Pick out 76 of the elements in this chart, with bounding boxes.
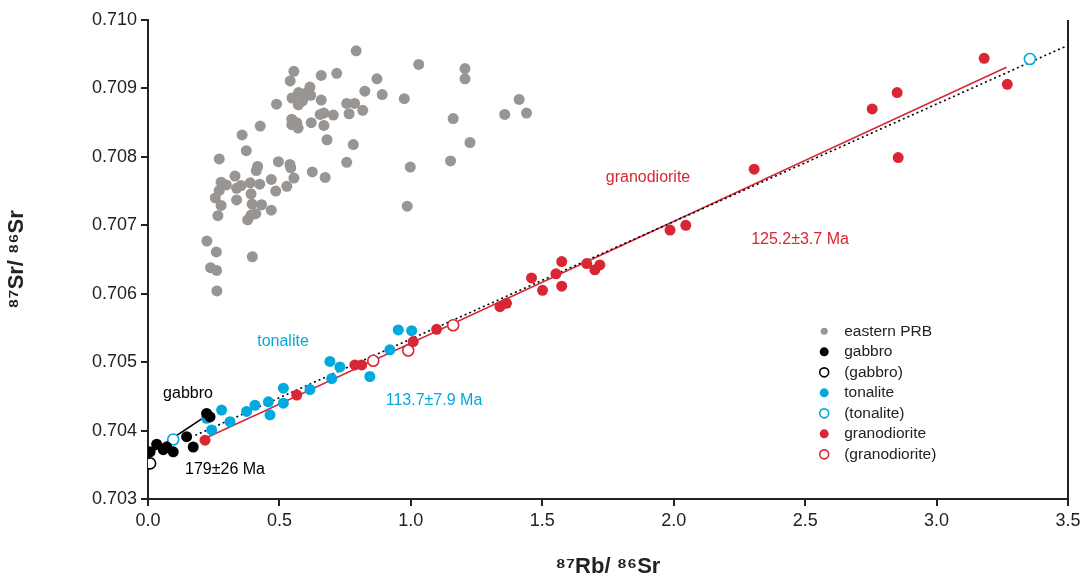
annotation: gabbro	[163, 384, 214, 402]
point	[526, 272, 538, 284]
x-tick-label: 2.0	[661, 509, 687, 530]
x-tick-label: 0.5	[266, 509, 292, 530]
y-axis-title: ⁸⁷Sr/ ⁸⁶Sr	[3, 209, 29, 309]
y-tick-label: 0.710	[91, 8, 137, 29]
point	[556, 256, 568, 268]
legend-label: granodiorite	[844, 424, 927, 442]
legend-label: (tonalite)	[844, 403, 905, 421]
x-tick-label: 0.0	[135, 509, 161, 530]
point	[401, 344, 415, 357]
point	[892, 152, 904, 164]
point	[167, 446, 179, 458]
legend-label: tonalite	[844, 383, 895, 401]
point	[262, 396, 274, 408]
point	[291, 389, 303, 401]
x-tick-label: 1.0	[398, 509, 424, 530]
y-tick-label: 0.708	[91, 145, 137, 166]
point	[594, 259, 606, 271]
point	[384, 344, 396, 356]
legend-label: (gabbro)	[844, 362, 903, 380]
y-tick-label: 0.704	[91, 419, 137, 440]
point	[556, 280, 568, 292]
point	[181, 431, 193, 443]
point	[334, 361, 346, 373]
y-tick-label: 0.706	[91, 282, 137, 303]
point	[550, 268, 562, 280]
point	[680, 219, 692, 231]
point	[326, 373, 338, 385]
annotation: 179±26 Ma	[185, 460, 266, 478]
x-tick-label: 1.5	[529, 509, 555, 530]
annotation: 125.2±3.7 Ma	[751, 230, 849, 248]
x-tick-label: 3.5	[1055, 509, 1081, 530]
point	[748, 163, 760, 175]
x-axis-title: ⁸⁷Rb/ ⁸⁶Sr	[555, 552, 661, 578]
annotation: granodiorite	[605, 168, 691, 186]
x-tick-label: 2.5	[792, 509, 818, 530]
y-tick-label: 0.705	[91, 351, 137, 372]
point	[206, 424, 218, 436]
point	[978, 52, 990, 64]
point	[324, 355, 336, 367]
y-tick-label: 0.707	[91, 214, 137, 235]
legend-label: eastern PRB	[844, 321, 933, 339]
annotation: 113.7±7.9 Ma	[385, 391, 483, 409]
y-tick-label: 0.709	[91, 77, 137, 98]
point	[304, 384, 316, 396]
point	[366, 354, 380, 368]
point	[199, 434, 211, 446]
point	[364, 371, 376, 383]
point	[431, 323, 443, 335]
y-tick-label: 0.703	[91, 487, 137, 508]
point	[166, 433, 180, 446]
point	[187, 441, 199, 453]
legend-label: (granodiorite)	[844, 444, 937, 462]
point	[249, 399, 261, 411]
point	[446, 318, 460, 332]
point	[866, 103, 878, 115]
point	[392, 324, 404, 336]
point	[664, 224, 676, 236]
legend-label: gabbro	[844, 342, 893, 360]
point	[407, 336, 419, 348]
point	[1001, 78, 1013, 90]
x-tick-label: 3.0	[924, 509, 950, 530]
point	[1023, 52, 1037, 66]
annotation: tonalite	[257, 332, 309, 350]
point	[501, 297, 513, 309]
point	[891, 87, 903, 99]
point	[277, 382, 289, 394]
point	[537, 284, 549, 296]
point	[264, 409, 276, 421]
point	[406, 325, 418, 337]
point	[241, 405, 253, 417]
point	[581, 258, 593, 270]
point	[277, 397, 289, 409]
point	[224, 416, 236, 428]
point	[216, 404, 228, 416]
